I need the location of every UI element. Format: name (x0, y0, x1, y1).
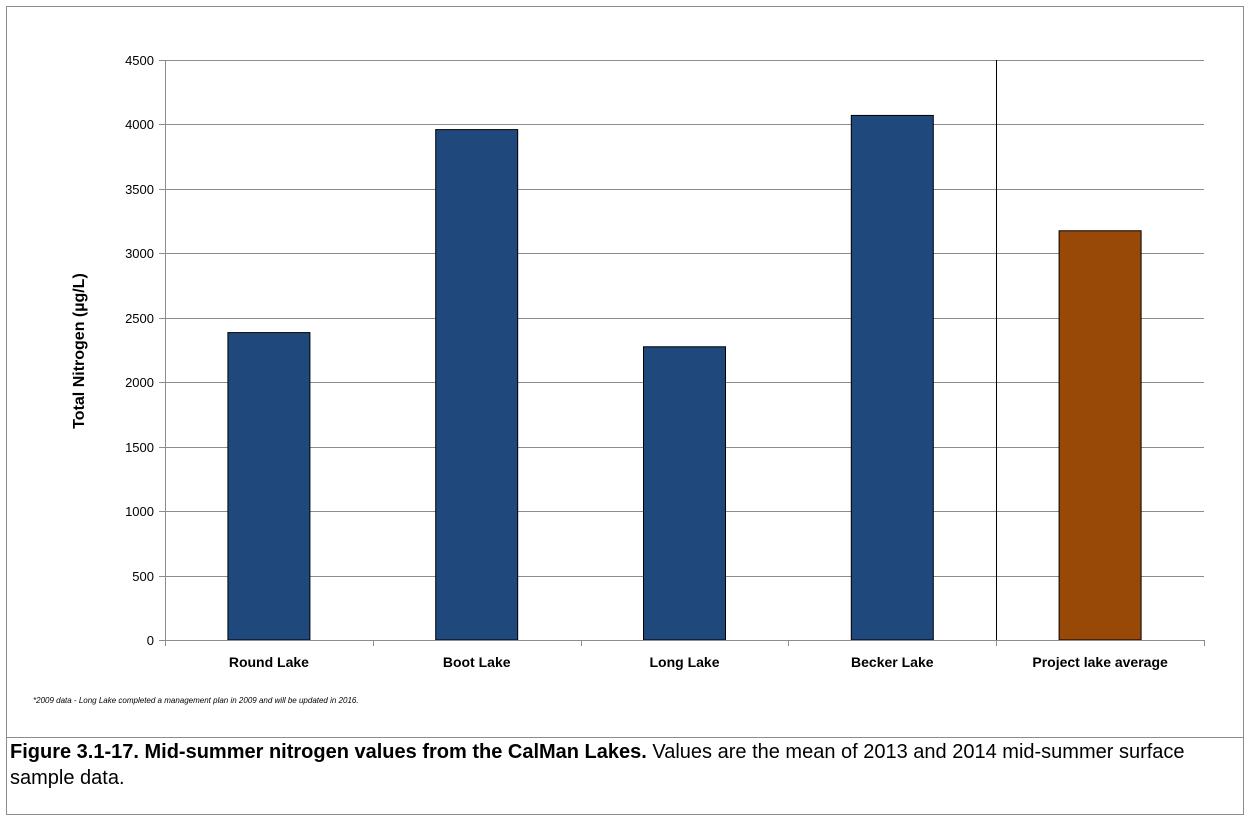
figure-caption: Figure 3.1-17. Mid-summer nitrogen value… (10, 739, 1242, 791)
y-tick-label: 2500 (125, 311, 154, 326)
x-category-label: Boot Lake (443, 654, 511, 670)
y-tick-label: 4000 (125, 117, 154, 132)
footnote: *2009 data - Long Lake completed a manag… (33, 696, 359, 705)
y-tick-label: 500 (132, 569, 154, 584)
y-tick-label: 1500 (125, 440, 154, 455)
y-tick-label: 2000 (125, 375, 154, 390)
x-category-label: Project lake average (1032, 654, 1168, 670)
bar (1058, 230, 1142, 641)
y-tick-labels: 0 500 1000 1500 2000 2500 3000 3500 4000 4500 (125, 53, 154, 648)
bar (227, 332, 311, 641)
figure-frame (6, 6, 1244, 815)
bar-chart: 0 500 1000 1500 2000 2500 3000 3500 4000 4500 Rou… (33, 53, 1205, 705)
y-tick-label: 0 (147, 633, 154, 648)
caption-divider (6, 737, 1244, 738)
y-tick-label: 3500 (125, 182, 154, 197)
axes (159, 60, 1205, 646)
caption-label: Figure 3.1-17. Mid-summer nitrogen value… (10, 741, 647, 763)
bar (850, 114, 934, 641)
caption-text: Values are the mean of 2013 and 2014 mid… (10, 741, 1185, 789)
gridlines (165, 60, 1204, 577)
x-category-label: Round Lake (229, 654, 309, 670)
x-category-labels: Round Lake Boot Lake Long Lake Becker Lake P… (229, 654, 1168, 670)
y-tick-label: 4500 (125, 53, 154, 68)
y-axis-title: Total Nitrogen (µg/L) (71, 273, 88, 429)
y-tick-label: 1000 (125, 504, 154, 519)
bar (643, 346, 726, 641)
bar (435, 129, 519, 641)
bars (227, 114, 1142, 641)
x-category-label: Becker Lake (851, 654, 934, 670)
x-category-label: Long Lake (649, 654, 719, 670)
y-tick-label: 3000 (125, 246, 154, 261)
